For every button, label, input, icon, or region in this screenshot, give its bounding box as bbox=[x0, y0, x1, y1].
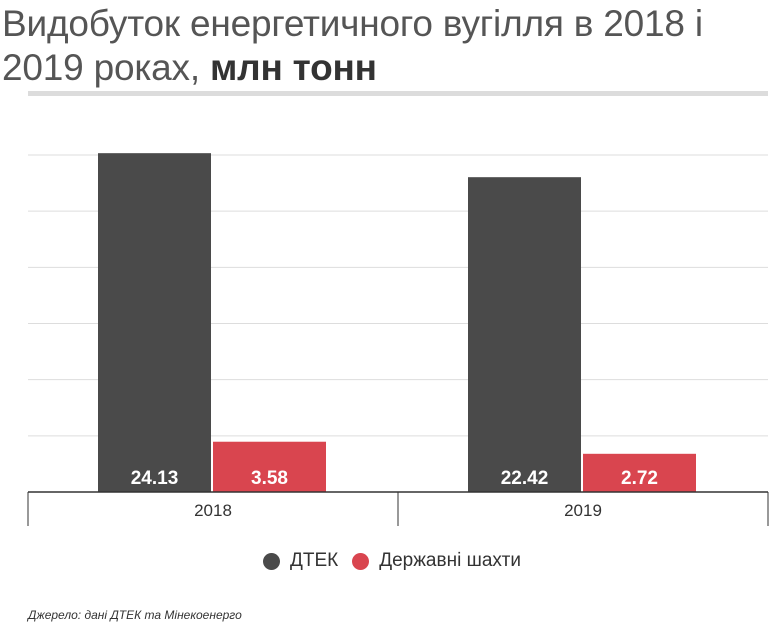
source-note: Джерело: дані ДТЕК та Мінекоенерго bbox=[28, 608, 242, 622]
legend-label-state-mines: Державні шахти bbox=[379, 550, 521, 571]
data-label-state-mines-2018: 3.58 bbox=[251, 468, 288, 489]
data-label-dtek-2018: 24.13 bbox=[131, 468, 179, 489]
chart-title-main: Видобуток енергетичного вугілля в 2018 і… bbox=[2, 3, 703, 88]
chart-title-unit: млн тонн bbox=[209, 47, 377, 88]
x-tick-label-2018: 2018 bbox=[194, 501, 232, 520]
bar-state-mines-2019 bbox=[583, 453, 696, 492]
bar-state-mines-2018 bbox=[213, 441, 326, 492]
legend-item-state-mines: Державні шахти bbox=[352, 550, 521, 572]
bar-chart: 24.13 3.58 2018 22.42 2.72 2019 bbox=[27, 153, 769, 526]
legend: ДТЕК Державні шахти bbox=[0, 550, 784, 572]
bar-dtek-2018 bbox=[98, 153, 211, 493]
data-label-dtek-2019: 22.42 bbox=[501, 468, 549, 489]
legend-swatch-dtek bbox=[263, 552, 280, 570]
bar-dtek-2019 bbox=[468, 177, 581, 492]
legend-item-dtek: ДТЕК bbox=[263, 550, 338, 572]
x-tick-label-2019: 2019 bbox=[564, 501, 602, 520]
chart-title: Видобуток енергетичного вугілля в 2018 і… bbox=[2, 2, 782, 90]
legend-swatch-state-mines bbox=[352, 552, 370, 570]
legend-label-dtek: ДТЕК bbox=[290, 550, 339, 571]
title-divider bbox=[28, 91, 768, 96]
data-label-state-mines-2019: 2.72 bbox=[621, 468, 658, 489]
